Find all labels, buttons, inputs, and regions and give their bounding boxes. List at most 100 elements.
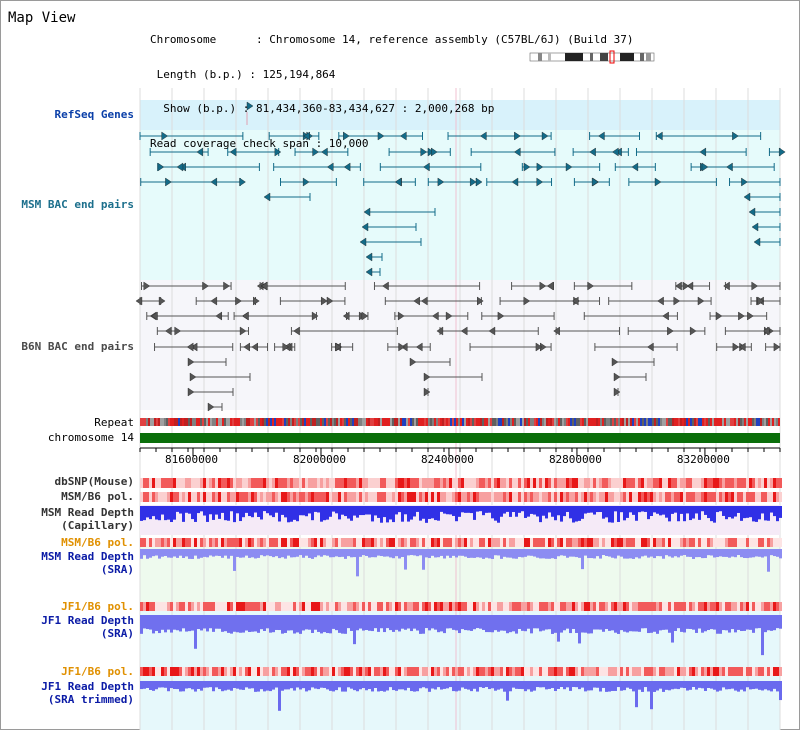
dbsnp-cell bbox=[476, 478, 479, 488]
jf1-sra-depth-bar bbox=[221, 615, 224, 632]
jf1-trim-depth-bar bbox=[389, 681, 392, 688]
msm-sra-depth-bar bbox=[620, 549, 623, 557]
repeat-block bbox=[280, 418, 282, 426]
jf1-b6-pol2-cell bbox=[671, 667, 674, 676]
msm-b6-pol2-cell bbox=[290, 538, 293, 547]
msm-b6-pol2-cell bbox=[614, 538, 617, 547]
dbsnp-cell bbox=[419, 478, 422, 488]
msm-b6-pol-cell bbox=[302, 492, 305, 502]
jf1-sra-depth-bar bbox=[365, 615, 368, 631]
msm-capillary-depth-bar bbox=[629, 506, 632, 513]
jf1-trim-depth-bar bbox=[563, 681, 566, 690]
jf1-trim-depth-bar bbox=[146, 681, 149, 688]
msm-capillary-depth-bar bbox=[716, 506, 719, 513]
msm-b6-pol2-cell bbox=[431, 538, 434, 547]
msm-b6-pol2-cell bbox=[299, 538, 302, 547]
dbsnp-cell bbox=[710, 478, 713, 488]
track-label-b6n-bac[interactable]: B6N BAC end pairs bbox=[21, 340, 134, 353]
b6n-bac-arrow bbox=[413, 296, 420, 306]
dbsnp-cell bbox=[446, 478, 449, 488]
msm-sra-depth-bar bbox=[413, 549, 416, 556]
msm-b6-pol-cell bbox=[671, 492, 674, 502]
jf1-b6-pol-cell bbox=[569, 602, 572, 611]
jf1-b6-pol2-cell bbox=[554, 667, 557, 676]
msm-sra-depth-bar bbox=[551, 549, 554, 559]
dbsnp-cell bbox=[560, 478, 563, 488]
jf1-sra-depth-bar bbox=[377, 615, 380, 632]
track-label-msm-bac[interactable]: MSM BAC end pairs bbox=[21, 198, 134, 211]
jf1-sra-depth-bar bbox=[620, 615, 623, 631]
jf1-sra-depth-bar bbox=[173, 615, 176, 630]
repeat-block bbox=[456, 418, 458, 426]
jf1-trim-depth-bar bbox=[344, 681, 347, 692]
jf1-b6-pol2-cell bbox=[758, 667, 761, 676]
dbsnp-cell bbox=[677, 478, 680, 488]
msm-b6-pol2-cell bbox=[599, 538, 602, 547]
msm-b6-pol-cell bbox=[233, 492, 236, 502]
msm-b6-pol-cell bbox=[434, 492, 437, 502]
refseq-gene-arrow bbox=[469, 177, 477, 187]
jf1-b6-pol2-cell bbox=[230, 667, 233, 676]
msm-b6-pol2-cell bbox=[623, 538, 626, 547]
msm-b6-pol-cell bbox=[236, 492, 239, 502]
msm-capillary-depth-bar bbox=[602, 506, 605, 519]
dbsnp-cell bbox=[146, 478, 149, 488]
jf1-sra-depth-bar bbox=[776, 615, 779, 629]
repeat-block bbox=[548, 418, 550, 426]
jf1-b6-pol2-cell bbox=[440, 667, 443, 676]
jf1-sra-depth-bar bbox=[347, 615, 350, 629]
msm-capillary-depth-bar bbox=[491, 506, 494, 519]
msm-capillary-depth-bar bbox=[758, 506, 761, 520]
jf1-b6-pol2-cell bbox=[581, 667, 584, 676]
repeat-block bbox=[270, 418, 272, 426]
repeat-block bbox=[434, 418, 436, 426]
jf1-trim-depth-bar bbox=[209, 681, 212, 688]
msm-b6-pol-cell bbox=[161, 492, 164, 502]
dbsnp-cell bbox=[740, 478, 743, 488]
jf1-b6-pol-cell bbox=[527, 602, 530, 611]
dbsnp-cell bbox=[671, 478, 674, 488]
repeat-block bbox=[730, 418, 732, 426]
jf1-trim-depth-bar bbox=[779, 681, 782, 701]
msm-capillary-depth-bar bbox=[356, 506, 359, 518]
msm-sra-depth-bar bbox=[203, 549, 206, 557]
msm-b6-pol-cell bbox=[377, 492, 380, 502]
jf1-b6-pol-cell bbox=[329, 602, 332, 611]
track-label-refseq[interactable]: RefSeq Genes bbox=[54, 108, 134, 121]
msm-sra-depth-bar bbox=[569, 549, 572, 557]
dbsnp-cell bbox=[371, 478, 374, 488]
jf1-b6-pol2-cell bbox=[551, 667, 554, 676]
msm-b6-pol2-cell bbox=[710, 538, 713, 547]
repeat-block bbox=[206, 418, 208, 426]
jf1-b6-pol-cell bbox=[275, 602, 278, 611]
jf1-b6-pol2-cell bbox=[146, 667, 149, 676]
msm-b6-pol-cell bbox=[401, 492, 404, 502]
repeat-block bbox=[398, 418, 400, 426]
jf1-b6-pol2-cell bbox=[308, 667, 311, 676]
jf1-sra-depth-bar bbox=[194, 615, 197, 649]
jf1-b6-pol2-cell bbox=[593, 667, 596, 676]
dbsnp-cell bbox=[155, 478, 158, 488]
repeat-block bbox=[554, 418, 556, 426]
msm-sra-depth-bar bbox=[272, 549, 275, 558]
dbsnp-cell bbox=[458, 478, 461, 488]
dbsnp-cell bbox=[698, 478, 701, 488]
jf1-sra-depth-bar bbox=[404, 615, 407, 630]
repeat-block bbox=[738, 418, 740, 426]
msm-capillary-depth-bar bbox=[269, 506, 272, 516]
jf1-b6-pol2-cell bbox=[185, 667, 188, 676]
chromosome-info: Chromosome : Chromosome 14, reference as… bbox=[150, 11, 633, 161]
b6n-bac-arrow bbox=[751, 281, 759, 291]
jf1-sra-depth-bar bbox=[287, 615, 290, 631]
dbsnp-cell bbox=[716, 478, 719, 488]
msm-sra-depth-bar bbox=[269, 549, 272, 557]
jf1-b6-pol2-cell bbox=[470, 667, 473, 676]
jf1-b6-pol-cell bbox=[242, 602, 245, 611]
msm-sra-depth-bar bbox=[758, 549, 761, 557]
msm-sra-depth-bar bbox=[590, 549, 593, 559]
jf1-trim-depth-bar bbox=[272, 681, 275, 690]
msm-sra-depth-bar bbox=[689, 549, 692, 557]
repeat-block bbox=[452, 418, 454, 426]
jf1-sra-depth-bar bbox=[677, 615, 680, 629]
